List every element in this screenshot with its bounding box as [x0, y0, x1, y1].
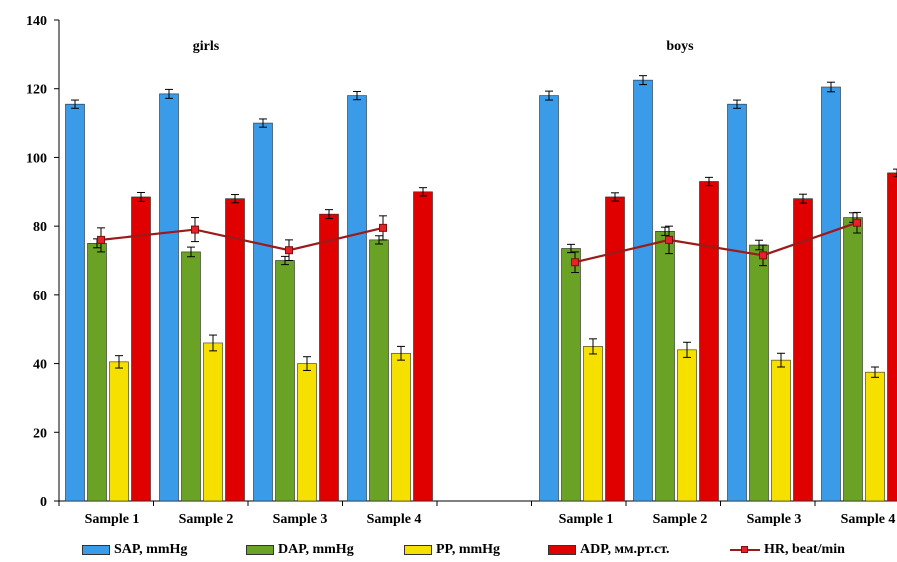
bar-dap — [749, 244, 769, 502]
x-tick-label: Sample 1 — [559, 512, 614, 527]
legend-item-sap: SAP, mmHg — [82, 538, 187, 562]
hr-line-boys — [574, 221, 858, 264]
x-tick-label: Sample 2 — [653, 512, 708, 527]
bar-sap — [633, 79, 653, 502]
x-tick-label: Sample 3 — [273, 512, 328, 527]
y-tick-label: 120 — [26, 83, 47, 98]
bar-pp — [109, 361, 129, 502]
legend-swatch-sap — [82, 545, 110, 555]
y-tick-label: 20 — [33, 426, 47, 441]
legend-label-pp: PP, mmHg — [436, 542, 501, 557]
bar-dap — [655, 230, 675, 502]
x-tick-label: Sample 3 — [747, 512, 802, 527]
bar-dap — [87, 243, 107, 502]
bar-pp — [297, 363, 317, 502]
y-tick-label: 100 — [26, 151, 47, 166]
bar-dap — [181, 251, 201, 502]
bar-adp — [319, 213, 339, 502]
bar-sap — [347, 95, 367, 502]
legend-label-dap: DAP, mmHg — [278, 542, 354, 557]
hr-point — [285, 246, 293, 255]
y-tick-label: 80 — [33, 220, 47, 235]
bar-pp — [677, 349, 697, 502]
legend-swatch-dap — [246, 545, 274, 555]
chart-legend: SAP, mmHg DAP, mmHg PP, mmHg ADP, мм.рт.… — [0, 538, 897, 562]
legend-label-adp: ADP, мм.рт.ст. — [580, 542, 670, 557]
legend-swatch-hr — [730, 545, 760, 555]
bar-adp — [131, 196, 151, 502]
legend-label-sap: SAP, mmHg — [114, 542, 188, 557]
x-tick-label: Sample 4 — [841, 512, 896, 527]
bar-dap — [275, 260, 295, 502]
bar-dap — [369, 239, 389, 502]
legend-item-pp: PP, mmHg — [404, 538, 500, 562]
group-label-boys: boys — [666, 39, 694, 54]
chart-svg: 0 20 40 60 80 100 120 140 Sample 1 Sample 2 Sample… — [26, 14, 897, 527]
bar-pp — [391, 352, 411, 502]
bar-sap — [727, 103, 747, 502]
x-tick-label: Sample 4 — [367, 512, 422, 527]
bar-sap — [253, 122, 273, 502]
legend-swatch-pp — [404, 545, 432, 555]
legend-item-hr: HR, beat/min — [730, 538, 845, 562]
y-tick-label: 60 — [33, 289, 47, 304]
hr-point — [853, 218, 861, 227]
hr-point — [97, 235, 105, 244]
bar-pp — [583, 346, 603, 502]
bar-adp — [699, 181, 719, 502]
bar-adp — [413, 191, 433, 502]
y-tick-label: 0 — [40, 495, 47, 510]
bar-adp — [887, 172, 897, 502]
legend-item-adp: ADP, мм.рт.ст. — [548, 538, 670, 562]
bar-pp — [865, 371, 885, 502]
bar-pp — [203, 342, 223, 502]
x-tick-label: Sample 2 — [179, 512, 234, 527]
hr-point — [191, 225, 199, 234]
x-tick-label: Sample 1 — [85, 512, 140, 527]
bar-sap — [159, 93, 179, 502]
bar-sap — [65, 103, 85, 502]
bar-dap — [561, 248, 581, 502]
hr-point — [379, 223, 387, 232]
bar-sap — [539, 95, 559, 502]
bar-dap — [843, 217, 863, 502]
hr-point — [759, 251, 767, 260]
hr-point — [665, 235, 673, 244]
legend-swatch-adp — [548, 545, 576, 555]
hr-line-girls — [100, 226, 384, 252]
y-tick-label: 40 — [33, 358, 47, 373]
bar-adp — [225, 198, 245, 502]
legend-item-dap: DAP, mmHg — [246, 538, 354, 562]
bar-adp — [605, 196, 625, 502]
bar-sap — [821, 86, 841, 502]
hr-point — [571, 258, 579, 267]
group-label-girls: girls — [193, 39, 220, 54]
bar-pp — [771, 359, 791, 502]
y-tick-label: 140 — [26, 14, 47, 29]
legend-label-hr: HR, beat/min — [764, 542, 845, 557]
